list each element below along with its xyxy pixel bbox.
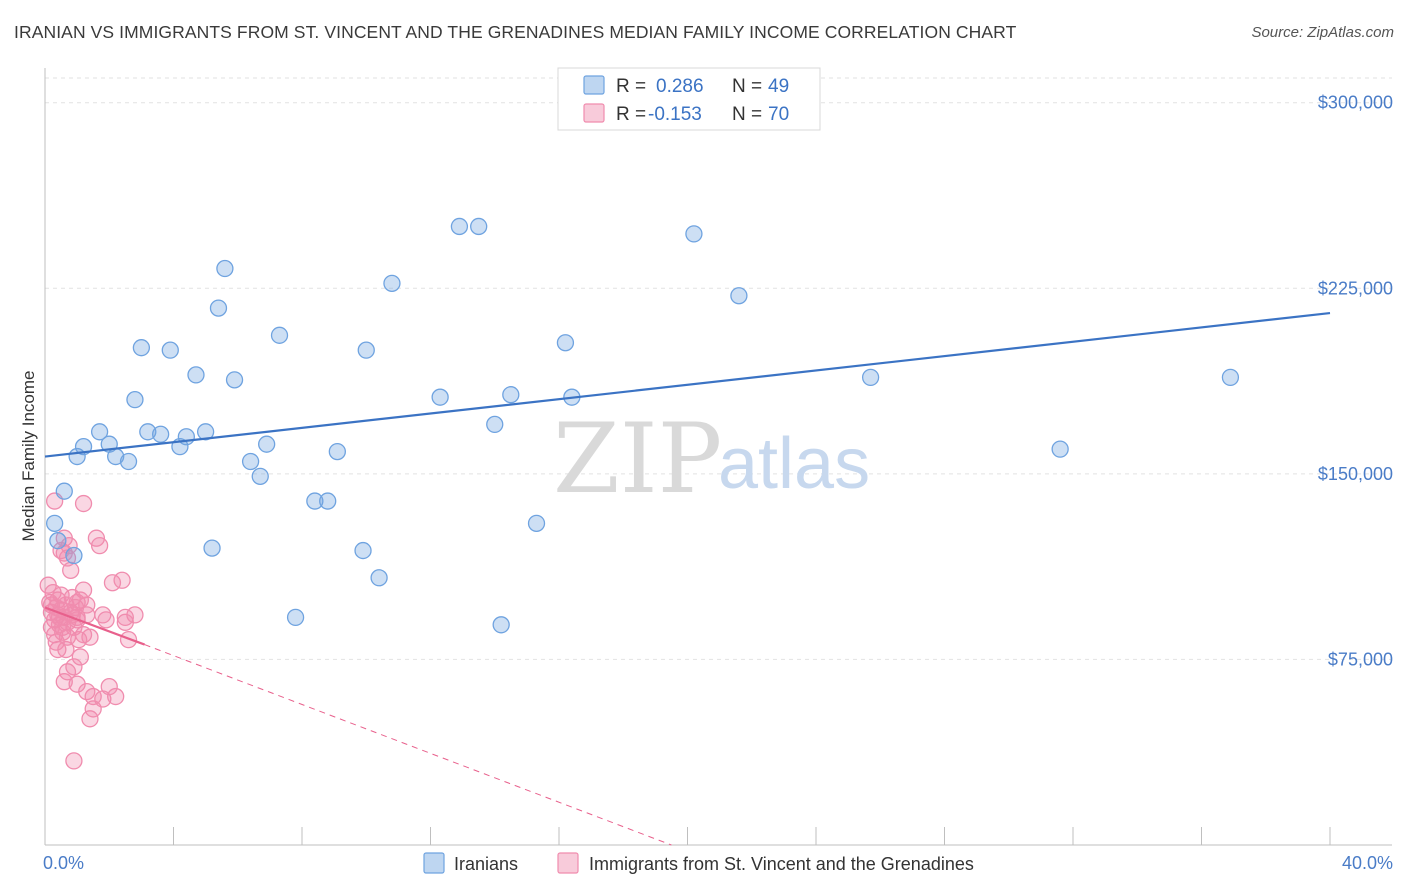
iranians-trendline [44, 311, 1331, 458]
immigrants-trendline [44, 606, 145, 646]
iranians-point [357, 341, 375, 359]
immigrants-point [71, 648, 89, 666]
iranians-point [216, 259, 234, 278]
iranians-point [161, 341, 179, 359]
bottom-legend-label-immigrants: Immigrants from St. Vincent and the Gren… [589, 854, 974, 874]
legend-n-value-immigrants: 70 [768, 104, 789, 125]
legend-n-value-iranians: 49 [768, 76, 789, 97]
immigrants-point [62, 561, 80, 580]
immigrants-trendline-extension [144, 644, 672, 846]
legend-r-label-2: R = [616, 104, 646, 125]
immigrants-point [97, 611, 115, 629]
iranians-point [132, 339, 151, 357]
chart-title: IRANIAN VS IMMIGRANTS FROM ST. VINCENT A… [14, 22, 1017, 42]
iranians-point [74, 438, 93, 456]
iranians-point [139, 423, 157, 441]
immigrants-point [94, 690, 112, 708]
iranians-point [209, 299, 228, 317]
immigrants-point [90, 536, 109, 555]
immigrants-point [74, 494, 93, 513]
legend-box [557, 67, 821, 131]
iranians-point [270, 326, 289, 344]
iranians-point [492, 616, 510, 634]
iranians-point [286, 608, 305, 627]
iranians-point [251, 467, 269, 485]
iranians-point [65, 546, 83, 565]
watermark: ZIP atlas [553, 403, 870, 515]
legend-r-value-iranians: 0.286 [656, 76, 704, 97]
bottom-legend-swatch-immigrants [557, 852, 579, 874]
iranians-point [527, 514, 546, 533]
immigrants-point [107, 687, 125, 706]
iranians-point [486, 415, 504, 434]
immigrants-point [65, 752, 83, 770]
legend-swatch-immigrants [583, 103, 605, 123]
iranians-point [45, 514, 64, 533]
legend-r-label-1: R = [616, 76, 646, 97]
series-immigrants [39, 492, 144, 770]
immigrants-point [54, 618, 72, 636]
y-tick-label: $150,000 [1318, 464, 1393, 484]
x-tick-label-min: 0.0% [43, 853, 84, 873]
iranians-point [861, 368, 880, 387]
iranians-point [1221, 368, 1240, 387]
iranians-point [354, 541, 372, 560]
iranians-point [1051, 440, 1069, 458]
iranians-point [685, 225, 703, 243]
iranians-point [49, 532, 67, 550]
iranians-point [328, 442, 346, 461]
x-tick-label-max: 40.0% [1342, 853, 1393, 873]
immigrants-point [94, 606, 112, 624]
immigrants-point [113, 571, 131, 589]
iranians-point [203, 539, 221, 557]
watermark-atlas: atlas [718, 424, 870, 504]
iranians-point [119, 452, 138, 471]
grid-lines [45, 77, 1392, 660]
immigrants-point [65, 658, 83, 676]
trendlines [44, 311, 1331, 846]
bottom-legend-swatch-iranians [423, 852, 445, 874]
iranians-point [55, 482, 73, 500]
immigrants-point [81, 710, 99, 728]
iranians-point [450, 217, 469, 236]
immigrants-point [78, 682, 96, 701]
iranians-point [151, 425, 170, 443]
iranians-point [730, 287, 748, 305]
legend-n-label-1: N = [732, 76, 762, 97]
iranians-point [258, 435, 276, 453]
immigrants-point [81, 628, 99, 646]
y-axis-label: Median Family Income [19, 370, 38, 541]
immigrants-point [57, 640, 75, 659]
legend: R = 0.286 N = 49 R = -0.153 N = 70 [557, 67, 821, 131]
immigrants-point [55, 673, 73, 691]
iranians-point [370, 569, 388, 587]
iranians-point [196, 423, 215, 441]
watermark-zip: ZIP [553, 403, 722, 515]
iranians-point [90, 423, 109, 441]
iranians-point [187, 366, 205, 384]
iranians-point [306, 492, 324, 510]
x-tick-labels: 0.0% 40.0% [43, 853, 1393, 873]
iranians-point [431, 388, 449, 406]
iranians-point [502, 386, 520, 404]
bottom-legend: Iranians Immigrants from St. Vincent and… [423, 852, 974, 874]
iranians-point [241, 452, 260, 471]
y-tick-labels: $75,000 $150,000 $225,000 $300,000 [1318, 93, 1393, 670]
legend-swatch-iranians [583, 75, 605, 95]
iranians-point [383, 274, 401, 293]
immigrants-point [126, 606, 144, 624]
iranians-point [319, 492, 337, 510]
y-tick-label: $225,000 [1318, 278, 1393, 298]
chart-source: Source: ZipAtlas.com [1251, 24, 1394, 41]
bottom-legend-label-iranians: Iranians [454, 854, 518, 874]
legend-n-label-2: N = [732, 104, 762, 125]
legend-r-value-immigrants: -0.153 [648, 104, 702, 125]
iranians-point [470, 217, 488, 236]
y-tick-label: $75,000 [1328, 649, 1393, 669]
iranians-point [556, 334, 575, 352]
iranians-point [225, 371, 244, 389]
y-tick-label: $300,000 [1318, 93, 1393, 113]
iranians-point [126, 390, 144, 409]
